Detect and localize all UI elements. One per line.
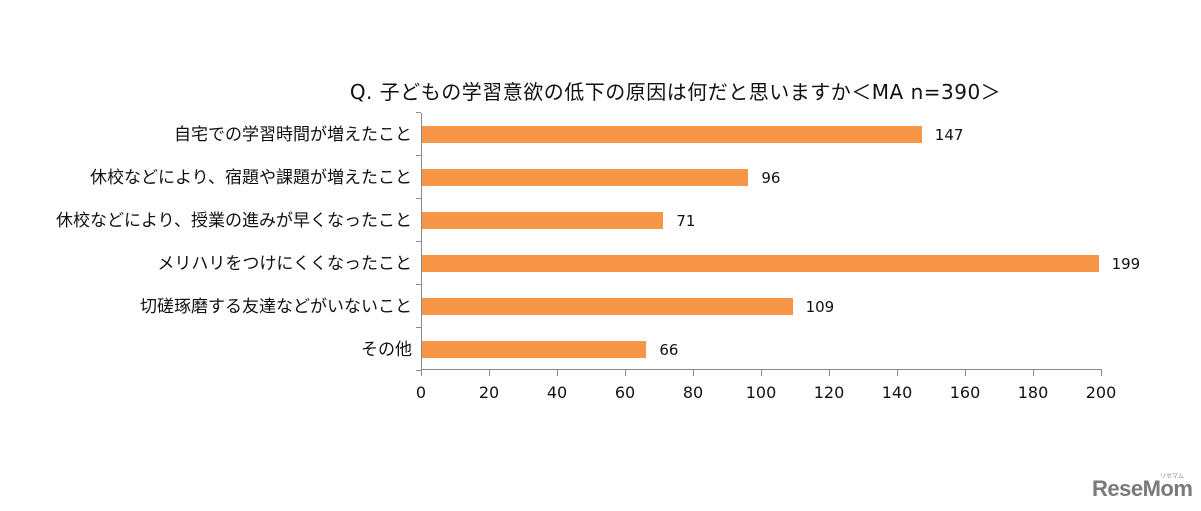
y-axis-tick xyxy=(416,284,421,285)
value-label: 96 xyxy=(761,168,781,187)
x-axis-line xyxy=(421,369,1102,370)
x-tick-label: 140 xyxy=(881,383,913,402)
category-label: 休校などにより、宿題や課題が増えたこと xyxy=(90,167,412,188)
category-label: 休校などにより、授業の進みが早くなったこと xyxy=(56,210,412,231)
x-tick-label: 160 xyxy=(949,383,981,402)
category-label: その他 xyxy=(361,339,412,360)
x-tick-label: 80 xyxy=(682,383,704,402)
x-tick-label: 180 xyxy=(1017,383,1049,402)
y-axis-tick xyxy=(416,327,421,328)
chart-title: Q. 子どもの学習意欲の低下の原因は何だと思いますか＜MA n=390＞ xyxy=(349,80,1002,104)
x-tick-label: 100 xyxy=(745,383,777,402)
x-axis-tick xyxy=(489,370,490,376)
x-axis-tick xyxy=(897,370,898,376)
value-label: 109 xyxy=(805,297,835,316)
x-axis-tick xyxy=(1033,370,1034,376)
x-axis-tick xyxy=(421,370,422,376)
value-label: 199 xyxy=(1111,254,1141,273)
category-label: 自宅での学習時間が増えたこと xyxy=(174,124,412,145)
x-tick-label: 120 xyxy=(813,383,845,402)
y-axis-tick xyxy=(416,198,421,199)
bar xyxy=(422,341,647,358)
resemom-logo-ruby: リセマム xyxy=(1160,473,1185,480)
y-axis-tick xyxy=(416,241,421,242)
resemom-logo: ReseMom xyxy=(1092,476,1193,501)
category-label: 切磋琢磨する友達などがいないこと xyxy=(140,296,412,317)
value-label: 66 xyxy=(659,340,679,359)
value-label: 71 xyxy=(676,211,696,230)
x-tick-label: 40 xyxy=(546,383,568,402)
y-axis-tick xyxy=(416,112,421,113)
value-label: 147 xyxy=(934,125,964,144)
x-tick-label: 0 xyxy=(415,383,427,402)
x-axis-tick xyxy=(693,370,694,376)
bar xyxy=(422,169,749,186)
x-axis-tick xyxy=(965,370,966,376)
x-axis-tick xyxy=(761,370,762,376)
bar xyxy=(422,298,793,315)
y-axis-tick xyxy=(416,370,421,371)
x-axis-tick xyxy=(1101,370,1102,376)
x-axis-tick xyxy=(625,370,626,376)
category-label: メリハリをつけにくくなったこと xyxy=(157,253,412,274)
x-axis-tick xyxy=(829,370,830,376)
x-axis-tick xyxy=(557,370,558,376)
bar xyxy=(422,255,1099,272)
x-tick-label: 200 xyxy=(1085,383,1117,402)
x-tick-label: 60 xyxy=(614,383,636,402)
y-axis-tick xyxy=(416,155,421,156)
y-axis-line xyxy=(421,113,422,370)
x-tick-label: 20 xyxy=(478,383,500,402)
bar xyxy=(422,212,664,229)
bar xyxy=(422,126,922,143)
